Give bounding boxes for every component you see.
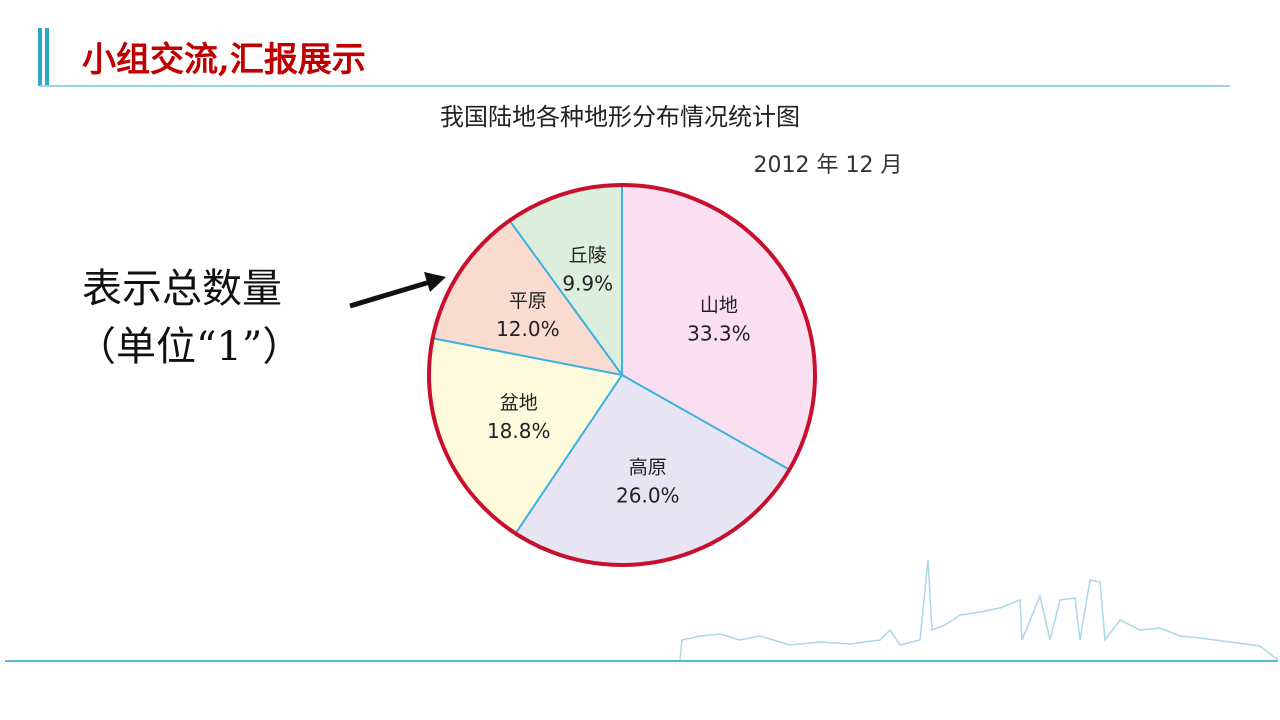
- pie-slice: [432, 220, 622, 375]
- pie-slice: [622, 185, 815, 470]
- value-label: 18.8%: [487, 419, 551, 443]
- slice-label: 山地: [700, 294, 738, 316]
- chart-title: 我国陆地各种地形分布情况统计图: [440, 103, 800, 131]
- arrow: [349, 279, 431, 309]
- pie-slice: [515, 375, 790, 566]
- slide-title: 小组交流,汇报展示: [82, 40, 366, 80]
- slice-divider: [432, 337, 623, 376]
- pie: 山地 33.3% 高原 26.0% 盆地 18.8% 平原 12.0% 丘陵 9.9%: [427, 183, 817, 567]
- skyline: [679, 559, 1279, 661]
- title-bar: [45, 28, 49, 86]
- chart-subtitle: 2012 年 12 月: [754, 153, 903, 178]
- value-label: 9.9%: [562, 272, 613, 296]
- slice-label: 丘陵: [569, 245, 607, 267]
- slice-divider: [508, 219, 623, 376]
- slice-label: 盆地: [500, 392, 538, 414]
- arrow-head: [424, 272, 446, 292]
- value-label: 12.0%: [496, 317, 560, 341]
- title-bar: [38, 28, 42, 86]
- pie-slice: [509, 185, 622, 375]
- slice-divider: [621, 374, 790, 471]
- annotation: （单位“1”）: [76, 324, 302, 370]
- pie-outline: [427, 183, 817, 567]
- slice-divider: [514, 374, 623, 535]
- slice-label: 高原: [629, 457, 667, 479]
- value-label: 26.0%: [616, 484, 680, 508]
- annotation: 表示总数量: [82, 266, 282, 312]
- pie-slice: [429, 338, 622, 534]
- slice-label: 平原: [509, 290, 547, 312]
- value-label: 33.3%: [687, 321, 751, 345]
